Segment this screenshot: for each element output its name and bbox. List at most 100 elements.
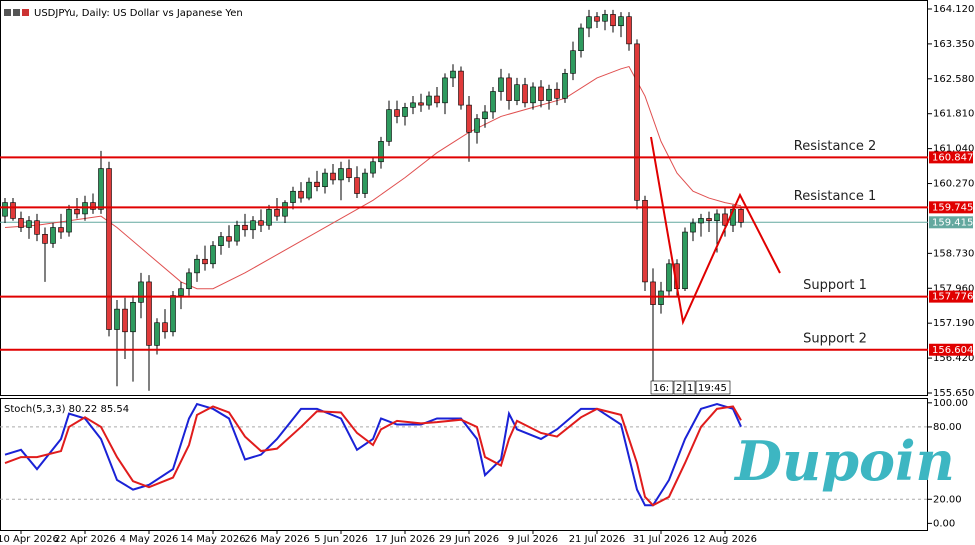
candle-body: [538, 86, 544, 101]
timer-label: 19:45: [698, 383, 727, 394]
candle-body: [66, 209, 72, 233]
candle-body: [426, 95, 432, 106]
candle-body: [386, 109, 392, 142]
candle-body: [234, 224, 240, 242]
candle-body: [442, 77, 448, 104]
timer-box: [650, 380, 674, 395]
candle-body: [154, 322, 160, 346]
y-tick-label: 162.580: [933, 74, 974, 85]
candle-body: [338, 168, 344, 181]
candle-body: [514, 84, 520, 101]
x-tick-label: 5 Jun 2026: [314, 534, 368, 545]
candle-body: [658, 290, 664, 305]
candle-body: [346, 168, 352, 178]
candle-body: [250, 220, 256, 231]
candle-body: [26, 220, 32, 228]
candle-body: [506, 77, 512, 101]
candle-body: [738, 209, 744, 223]
candle-body: [210, 245, 216, 265]
candle-body: [354, 177, 360, 194]
timer-box: [684, 380, 696, 395]
candle-body: [194, 258, 200, 274]
candle-body: [306, 181, 312, 199]
level-price-box: [929, 343, 973, 356]
y-tick-label: 157.960: [933, 283, 974, 294]
level-price-box: [929, 151, 973, 164]
level-name: Resistance 2: [794, 139, 876, 154]
candle-body: [10, 202, 16, 219]
y-tick-label: 156.420: [933, 353, 974, 364]
y-tick-label: 155.650: [933, 388, 974, 399]
level-price-box: [929, 290, 973, 303]
projection-line: [650, 136, 781, 326]
candle-body: [18, 218, 24, 228]
candle-body: [434, 95, 440, 104]
x-tick-label: 12 Aug 2026: [693, 534, 757, 545]
candle-body: [138, 281, 144, 303]
level-price-label: 159.745: [932, 202, 973, 213]
candle-body: [282, 202, 288, 217]
symbol-icons: [4, 9, 29, 16]
candle-body: [74, 209, 80, 215]
y-tick-label: 80.00: [933, 422, 962, 433]
logo: Dupoin: [733, 429, 955, 493]
candle-body: [370, 161, 376, 174]
timer-label: 2: [676, 383, 682, 394]
x-tick-label: 29 Jun 2026: [439, 534, 499, 545]
candle-body: [298, 190, 304, 199]
candle-body: [322, 172, 328, 188]
chart-title: USDJPYu, Daily: US Dollar vs Japanese Ye…: [34, 8, 243, 19]
icon: [22, 9, 29, 16]
timer: 16: 2 1 19:45: [650, 380, 731, 395]
candle-body: [570, 50, 576, 74]
candle-body: [634, 43, 640, 201]
stoch-line: [4, 402, 742, 507]
candle-body: [274, 209, 280, 217]
candle-body: [394, 109, 400, 117]
level-price-box: [929, 201, 973, 214]
candle-body: [42, 234, 48, 244]
candle-body: [186, 272, 192, 290]
x-tick-label: 21 Jul 2026: [569, 534, 626, 545]
candle-body: [602, 14, 608, 22]
level-name: Resistance 1: [794, 189, 876, 204]
candle-body: [314, 181, 320, 188]
candle-body: [98, 168, 104, 210]
candle-body: [490, 91, 496, 113]
candle-body: [226, 236, 232, 242]
x-tick-label: 22 Apr 2026: [54, 534, 116, 545]
candle-body: [458, 70, 464, 106]
candle-body: [482, 111, 488, 119]
timer-box: [695, 380, 731, 395]
candle-body: [618, 16, 624, 27]
candle-body: [162, 322, 168, 333]
candle-body: [586, 16, 592, 29]
candle-body: [530, 86, 536, 104]
candle-body: [690, 222, 696, 233]
candle-body: [242, 224, 248, 231]
candle-body: [474, 118, 480, 133]
y-tick-label: 160.270: [933, 179, 974, 190]
y-tick-label: 158.730: [933, 248, 974, 259]
candle-body: [650, 281, 656, 305]
candle-body: [562, 73, 568, 99]
x-tick-label: 10 Apr 2026: [0, 534, 59, 545]
candle-body: [106, 168, 112, 330]
candle-body: [290, 190, 296, 203]
candle-body: [546, 88, 552, 101]
moving-average: [4, 65, 742, 290]
candle-body: [410, 102, 416, 108]
candle-body: [626, 16, 632, 45]
candle-body: [178, 288, 184, 296]
candle-body: [122, 308, 128, 333]
candle-body: [34, 220, 40, 235]
candle-body: [362, 172, 368, 194]
level-name: Support 1: [803, 278, 867, 293]
candle-body: [666, 263, 672, 292]
last-price-label: 159.415: [932, 217, 973, 228]
candle-body: [218, 236, 224, 246]
y-tick-label: 161.040: [933, 144, 974, 155]
candle-body: [578, 27, 584, 51]
candle-body: [418, 102, 424, 106]
